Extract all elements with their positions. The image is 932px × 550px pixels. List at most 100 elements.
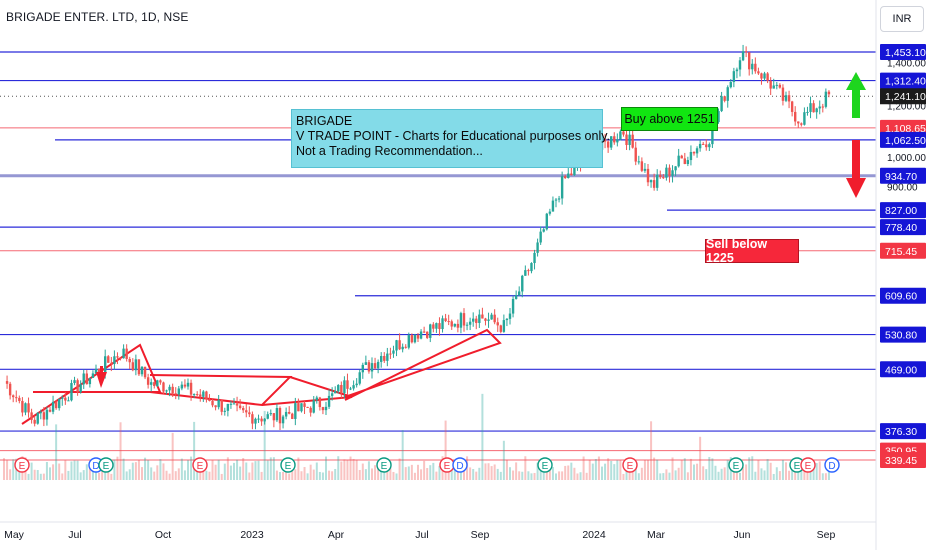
candle-body: [343, 380, 346, 394]
candle-body: [171, 386, 174, 394]
time-tick-label: 2023: [240, 529, 264, 541]
volume-bar: [45, 461, 48, 480]
volume-bar: [775, 467, 778, 480]
volume-bar: [168, 473, 171, 480]
volume-bar: [42, 473, 45, 480]
volume-bar: [131, 462, 134, 480]
candle-body: [309, 407, 312, 413]
candle-body: [12, 395, 15, 398]
candle-body: [784, 95, 788, 101]
event-marker: E: [439, 457, 455, 473]
level-price-badge: 778.40: [880, 219, 926, 236]
volume-bar: [659, 473, 662, 480]
candle-body: [174, 393, 177, 395]
candle-body: [254, 418, 257, 424]
candle-body: [438, 323, 441, 330]
candle-body: [364, 362, 368, 365]
volume-bar: [696, 463, 699, 480]
candle-body: [238, 405, 242, 408]
event-marker: E: [728, 457, 744, 473]
candle-body: [723, 96, 726, 101]
sell-arrow-icon: [846, 140, 866, 198]
volume-bar: [272, 457, 275, 480]
volume-bar: [67, 470, 70, 480]
volume-bar: [705, 469, 708, 480]
price-tick-label: 1,000.00: [887, 153, 926, 164]
volume-bar: [312, 469, 315, 480]
level-price-badge: 376.30: [880, 423, 926, 440]
volume-bar: [505, 459, 508, 480]
volume-bar: [380, 469, 383, 480]
candle-body: [606, 141, 610, 148]
candle-body: [426, 331, 429, 338]
candle-body: [70, 383, 73, 401]
candle-body: [82, 373, 85, 385]
volume-bar: [619, 460, 622, 480]
candle-body: [499, 325, 502, 332]
volume-bar: [653, 457, 656, 480]
event-marker: E: [280, 457, 296, 473]
volume-bar: [183, 470, 186, 480]
time-tick-label: Jun: [734, 529, 751, 541]
volume-bar: [165, 470, 168, 480]
volume-bar: [196, 468, 199, 480]
volume-bar: [613, 464, 616, 480]
volume-bar: [52, 464, 55, 480]
volume-bar: [214, 464, 217, 480]
level-price-badge-bg: [880, 242, 926, 259]
price-axis: 1,400.00 1,200.00 1,000.00 900.00 1,453.10 1,…: [875, 0, 926, 550]
candle-body: [689, 151, 693, 161]
candle-body: [821, 106, 824, 108]
volume-bar: [137, 460, 140, 480]
volume-bar: [171, 432, 174, 480]
volume-bar: [677, 467, 680, 480]
volume-bar: [493, 464, 496, 480]
volume-bar: [12, 459, 15, 480]
candle-body: [226, 403, 230, 411]
candle-body: [468, 321, 472, 325]
volume-bar: [328, 470, 331, 480]
currency-button[interactable]: INR: [880, 6, 924, 32]
candle-body: [223, 410, 226, 412]
volume-bar: [187, 460, 189, 480]
price-tick-label: 900.00: [887, 182, 918, 193]
volume-bar: [717, 471, 720, 480]
volume-bar: [561, 471, 564, 480]
event-marker-label: E: [627, 461, 634, 472]
volume-bar: [542, 472, 545, 480]
candle-body: [508, 313, 512, 319]
candle-body: [242, 407, 245, 411]
candle-body: [88, 377, 92, 385]
candle-body: [539, 231, 542, 243]
volume-bar: [113, 459, 116, 480]
candle-body: [220, 400, 223, 412]
candle-body: [806, 111, 809, 113]
candle-body: [395, 340, 398, 351]
volume-bar: [594, 459, 597, 480]
volume-bar: [364, 469, 367, 480]
volume-bar: [769, 462, 772, 480]
candle-body: [827, 91, 831, 95]
buy-label[interactable]: Buy above 1251: [621, 107, 718, 131]
time-tick-label: 2024: [582, 529, 606, 541]
candle-body: [487, 319, 490, 321]
volume-bar: [159, 459, 162, 480]
candle-body: [119, 357, 122, 359]
candle-body: [321, 407, 325, 411]
candle-body: [386, 353, 389, 361]
candle-body: [702, 143, 705, 145]
sell-label[interactable]: Sell below 1225: [705, 237, 799, 265]
candle-body: [64, 397, 67, 401]
candle-body: [732, 71, 736, 83]
volume-bar: [604, 463, 607, 480]
volume-bar: [58, 463, 61, 480]
event-marker-circle: [800, 457, 816, 473]
volume-bar: [79, 472, 82, 480]
time-axis: May Jul Oct 2023 Apr Jul Sep 2024 Mar Jun Sep: [0, 521, 876, 541]
candle-body: [134, 359, 138, 371]
volume-bar: [558, 471, 561, 480]
candle-body: [18, 397, 21, 401]
note-box[interactable]: BRIGADE V TRADE POINT - Charts for Educa…: [291, 109, 610, 168]
volume-bar: [236, 459, 239, 480]
